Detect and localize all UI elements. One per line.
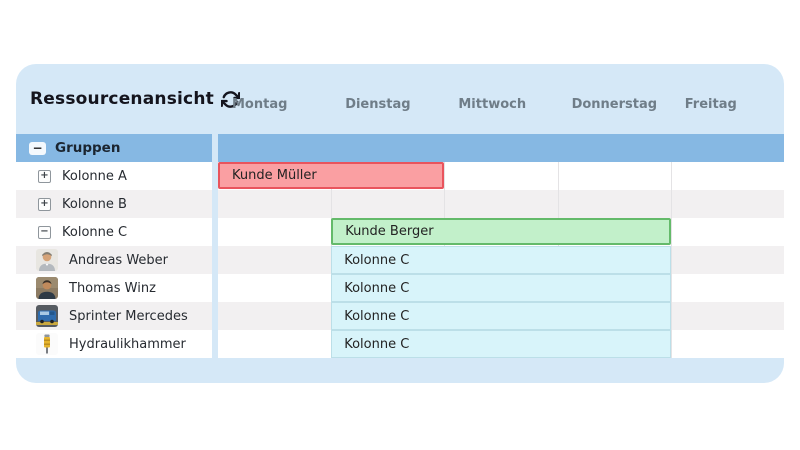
- schedule-bar-kunde-mueller[interactable]: Kunde Müller: [218, 162, 445, 189]
- sidebar-item-label: Sprinter Mercedes: [69, 308, 188, 324]
- sidebar-group-label: Gruppen: [55, 140, 121, 156]
- sidebar-item-andreas-weber[interactable]: Andreas Weber: [16, 246, 212, 274]
- collapse-minus-icon[interactable]: −: [29, 141, 46, 155]
- sidebar-item-label: Thomas Winz: [69, 280, 156, 296]
- page-title: Ressourcenansicht: [30, 89, 214, 109]
- schedule-bar-kolonne-c[interactable]: Kolonne C: [331, 274, 671, 302]
- day-label-donnerstag: Donnerstag: [571, 96, 658, 112]
- grid-row-kolonne-b: [218, 190, 784, 218]
- grid-row-kolonne-a: Kunde Müller: [218, 162, 784, 190]
- sidebar-item-sprinter-mercedes[interactable]: Sprinter Mercedes: [16, 302, 212, 330]
- bar-label: Kolonne C: [344, 252, 410, 268]
- day-header: Montag Dienstag Mittwoch Donnerstag Frei…: [218, 87, 784, 112]
- schedule-bar-kunde-berger[interactable]: Kunde Berger: [331, 218, 671, 245]
- grid-group-header-row: [218, 134, 784, 162]
- day-label-montag: Montag: [232, 96, 288, 112]
- schedule-bar-kolonne-c[interactable]: Kolonne C: [331, 246, 671, 274]
- grid-row-sprinter-mercedes: Kolonne C: [218, 302, 784, 330]
- grid-row-thomas-winz: Kolonne C: [218, 274, 784, 302]
- day-label-freitag: Freitag: [684, 96, 737, 112]
- schedule-bar-kolonne-c[interactable]: Kolonne C: [331, 330, 671, 358]
- sidebar-item-label: Andreas Weber: [69, 252, 168, 268]
- grid-row-andreas-weber: Kolonne C: [218, 246, 784, 274]
- hammer-avatar: [36, 333, 58, 355]
- day-label-mittwoch: Mittwoch: [458, 96, 527, 112]
- collapse-minus-icon[interactable]: −: [38, 225, 51, 239]
- bar-label: Kunde Berger: [345, 224, 434, 239]
- day-label-dienstag: Dienstag: [345, 96, 411, 112]
- sidebar-item-label: Kolonne C: [62, 224, 128, 240]
- bar-label: Kunde Müller: [232, 168, 317, 183]
- person-avatar: [36, 249, 58, 271]
- panel-header: Ressourcenansicht Montag Dienstag Mittwo…: [16, 64, 784, 134]
- grid-row-kolonne-c: Kunde Berger: [218, 218, 784, 246]
- sidebar-item-label: Kolonne B: [62, 196, 127, 212]
- sidebar-item-kolonne-b[interactable]: + Kolonne B: [16, 190, 212, 218]
- sidebar-item-thomas-winz[interactable]: Thomas Winz: [16, 274, 212, 302]
- sidebar-item-kolonne-a[interactable]: + Kolonne A: [16, 162, 212, 190]
- sidebar-item-kolonne-c[interactable]: − Kolonne C: [16, 218, 212, 246]
- bar-label: Kolonne C: [344, 280, 410, 296]
- refresh-icon[interactable]: [221, 89, 241, 109]
- expand-plus-icon[interactable]: +: [38, 169, 51, 183]
- grid-row-hydraulikhammer: Kolonne C: [218, 330, 784, 358]
- sidebar-item-label: Kolonne A: [62, 168, 127, 184]
- planner-content: − Gruppen + Kolonne A + Kolonne B − Kolo…: [16, 134, 784, 358]
- sidebar-group-header-gruppen[interactable]: − Gruppen: [16, 134, 212, 162]
- schedule-bar-kolonne-c[interactable]: Kolonne C: [331, 302, 671, 330]
- title-area: Ressourcenansicht: [16, 89, 241, 109]
- expand-plus-icon[interactable]: +: [38, 197, 51, 211]
- van-avatar: [36, 305, 58, 327]
- bar-label: Kolonne C: [344, 336, 410, 352]
- resource-sidebar: − Gruppen + Kolonne A + Kolonne B − Kolo…: [16, 134, 212, 358]
- resource-view-panel: Ressourcenansicht Montag Dienstag Mittwo…: [16, 64, 784, 383]
- schedule-grid: Kunde Müller Kunde Berger Kolonne C: [218, 134, 784, 358]
- grid-body: Kunde Müller Kunde Berger Kolonne C: [218, 162, 784, 358]
- person-avatar: [36, 277, 58, 299]
- sidebar-item-hydraulikhammer[interactable]: Hydraulikhammer: [16, 330, 212, 358]
- bar-label: Kolonne C: [344, 308, 410, 324]
- sidebar-item-label: Hydraulikhammer: [69, 336, 186, 352]
